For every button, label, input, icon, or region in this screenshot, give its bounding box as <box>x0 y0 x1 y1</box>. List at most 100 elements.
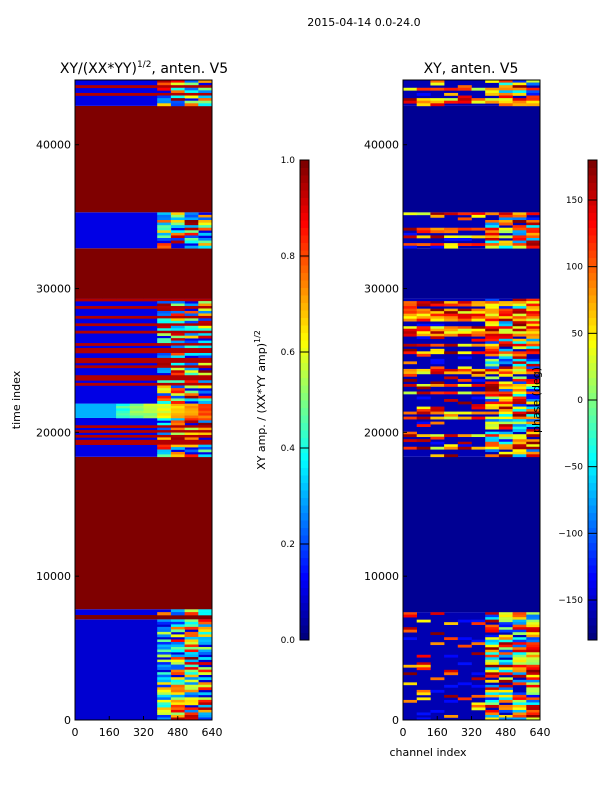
heatmap-cell <box>170 712 185 716</box>
heatmap-cell <box>157 340 172 344</box>
heatmap-cell <box>526 677 541 681</box>
heatmap-cell <box>198 413 213 416</box>
colorbar-step <box>588 310 597 318</box>
heatmap-cell <box>498 356 513 360</box>
heatmap-cell <box>143 365 158 369</box>
heatmap-cell <box>485 401 500 405</box>
heatmap-cell <box>457 212 472 216</box>
heatmap-cell <box>184 654 199 658</box>
heatmap-cell <box>526 348 541 352</box>
heatmap-cell <box>184 382 199 386</box>
heatmap-cell <box>198 434 213 438</box>
colorbar-step <box>300 632 309 641</box>
heatmap-cell <box>102 442 117 445</box>
heatmap-cell <box>498 386 513 390</box>
heatmap-cell <box>485 444 500 448</box>
heatmap-cell <box>485 237 500 241</box>
heatmap-cell <box>116 434 131 438</box>
heatmap-cell <box>116 382 131 386</box>
heatmap-cell <box>471 313 486 317</box>
heatmap-cell <box>88 343 103 346</box>
heatmap-cell <box>198 408 213 412</box>
heatmap-cell <box>512 323 527 327</box>
heatmap-cell <box>526 321 541 325</box>
heatmap-cell <box>170 235 185 239</box>
heatmap-cell <box>116 92 131 96</box>
heatmap-cell <box>526 338 541 342</box>
heatmap-cell <box>471 704 486 708</box>
heatmap-cell <box>471 333 486 337</box>
heatmap-cell <box>198 220 213 223</box>
colorbar-step <box>588 617 597 626</box>
colorbar-step <box>300 160 309 168</box>
heatmap-cell <box>88 439 103 443</box>
heatmap-cell <box>198 398 213 402</box>
heatmap-cell <box>416 308 431 312</box>
heatmap-cell <box>526 243 541 247</box>
heatmap-cell <box>184 212 199 216</box>
heatmap-cell <box>512 386 527 390</box>
heatmap-cell <box>485 694 500 698</box>
heatmap-cell <box>157 649 172 653</box>
heatmap-cell <box>471 351 486 355</box>
heatmap-cell <box>88 382 103 386</box>
heatmap-cell <box>116 343 131 346</box>
heatmap-cell <box>129 375 144 379</box>
heatmap-cell <box>198 422 213 426</box>
heatmap-cell <box>170 335 185 339</box>
heatmap-cell <box>88 92 103 96</box>
heatmap-cell <box>512 622 527 625</box>
heatmap-cell <box>416 619 431 623</box>
heatmap-cell <box>170 667 185 670</box>
heatmap-cell <box>526 245 541 249</box>
right-title: XY, anten. V5 <box>424 61 519 77</box>
heatmap-cell <box>170 330 185 334</box>
heatmap-cell <box>184 315 199 319</box>
heatmap-cell <box>485 298 500 302</box>
heatmap-cell <box>416 446 431 450</box>
heatmap-cell <box>170 82 185 86</box>
heatmap-cell <box>157 225 172 229</box>
heatmap-cell <box>403 343 417 347</box>
heatmap-cell <box>485 353 500 357</box>
heatmap-cell <box>485 619 500 623</box>
colorbar-step <box>588 572 597 581</box>
heatmap-cell <box>471 672 486 676</box>
heatmap-cell <box>157 301 172 304</box>
heatmap-cell <box>416 371 431 375</box>
heatmap-cell <box>526 308 541 312</box>
heatmap-cell <box>157 95 172 99</box>
heatmap-cell <box>170 454 185 458</box>
heatmap-cell <box>526 669 541 673</box>
heatmap-cell <box>184 306 199 309</box>
heatmap-cell <box>416 717 431 721</box>
heatmap-cell <box>416 351 431 355</box>
heatmap-cell <box>116 360 131 364</box>
heatmap-cell <box>184 405 199 409</box>
heatmap-cell <box>526 449 541 453</box>
heatmap-cell <box>498 95 513 99</box>
heatmap-cell <box>512 371 527 375</box>
heatmap-cell <box>157 230 172 234</box>
heatmap-cell <box>184 298 199 302</box>
heatmap-cell <box>444 391 459 395</box>
heatmap-cell <box>157 619 172 623</box>
heatmap-cell <box>498 689 513 693</box>
heatmap-cell <box>526 323 541 327</box>
heatmap-cell <box>184 714 199 718</box>
heatmap-cell <box>198 237 213 241</box>
colorbar-step <box>588 332 597 341</box>
heatmap-cell <box>457 235 472 239</box>
heatmap-cell <box>498 338 513 342</box>
heatmap-cell <box>512 679 527 683</box>
heatmap-cell <box>512 444 527 448</box>
heatmap-cell <box>485 421 500 425</box>
heatmap-cell <box>157 370 172 374</box>
heatmap-cell <box>512 647 527 651</box>
heatmap-cell <box>198 624 213 628</box>
heatmap-cell <box>498 614 513 618</box>
heatmap-cell <box>170 699 185 703</box>
heatmap-cell <box>170 370 185 374</box>
colorbar-step <box>588 437 597 446</box>
heatmap-cell <box>184 430 199 433</box>
